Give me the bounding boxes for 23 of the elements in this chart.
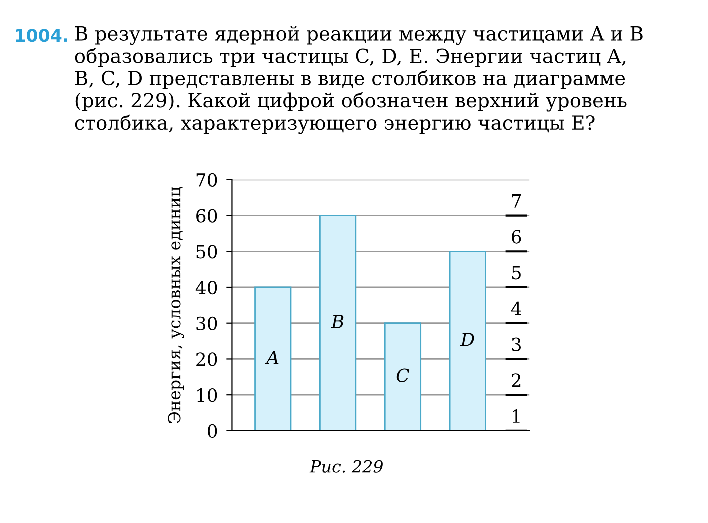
annotation: 5 (512, 266, 521, 280)
x-tick-label: C (396, 368, 410, 382)
x-tick-label: A (265, 351, 279, 364)
y-tick-label: 0 (208, 424, 218, 438)
y-axis-title: Энергия, условных единиц (168, 187, 184, 424)
text: 1004. (16, 29, 68, 42)
annotation: 6 (512, 230, 522, 244)
text: Рис. 229 (310, 460, 383, 473)
x-tick-label: B (331, 315, 344, 328)
annotation: 2 (512, 374, 521, 388)
annotation: 4 (511, 302, 522, 316)
y-tick-label: 20 (196, 352, 218, 366)
chart-subtitle: В результате ядерной реакции между частицами A и B образовались три частицы C, D, E. Энергии частиц A, B, C, D представлены в виде столбиков на диаграмме (рис. 229). Какой цифрой обозначен верхний уровень столбика, характеризующего энергию частицы E? (75, 26, 643, 134)
y-tick-label: 70 (196, 173, 218, 188)
y-tick-label: 40 (196, 280, 218, 295)
y-tick-label: 10 (198, 388, 218, 402)
y-tick-label: 30 (196, 316, 218, 330)
x-tick-label: D (460, 333, 474, 346)
y-tick-label: 50 (196, 245, 218, 259)
annotation: 7 (512, 194, 522, 208)
annotation: 1 (513, 409, 520, 423)
y-tick-label: 60 (196, 209, 218, 223)
annotation: 3 (512, 338, 522, 352)
